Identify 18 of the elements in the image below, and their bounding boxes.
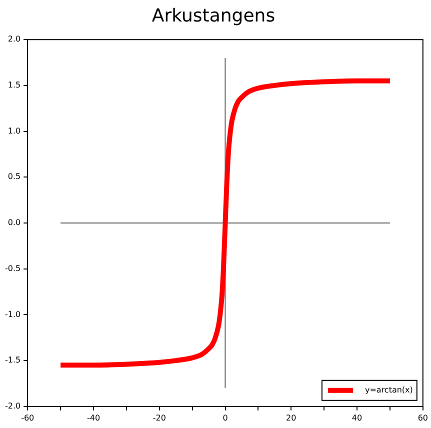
y-tick-label: 2.0 [8,34,21,44]
x-tick-label: 60 [418,413,428,422]
y-tick-label: -2.0 [5,401,21,410]
y-tick-label: 1.0 [8,126,21,136]
y-tick-label: -1.0 [5,310,21,319]
x-tick-label: -60 [21,413,34,422]
x-tick-label: -20 [152,413,166,422]
y-tick-label: 0.5 [8,172,21,182]
x-tick-label: 0 [222,413,228,422]
y-tick-label: -0.5 [5,264,21,273]
x-tick-label: 40 [352,413,362,422]
y-tick-label: -1.5 [5,356,21,365]
y-tick-label: 1.5 [8,80,21,90]
x-tick-label: 20 [286,413,296,422]
chart-title: Arkustangens [152,5,276,26]
legend-label: y=arctan(x) [364,385,413,394]
x-tick-label: -40 [86,413,100,422]
y-tick-label: 0.0 [8,218,21,228]
